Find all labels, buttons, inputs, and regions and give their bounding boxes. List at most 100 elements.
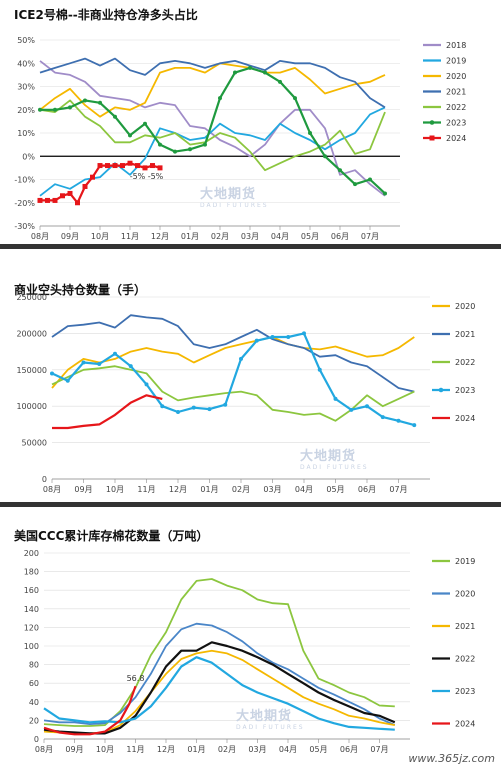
- series-line-2022: [43, 641, 396, 735]
- legend-label-2020: 2020: [455, 302, 475, 311]
- x-tick-label: 04月: [271, 232, 289, 241]
- series-point-2023: [97, 361, 102, 366]
- series-line-2022: [51, 365, 415, 422]
- x-tick-label: 02月: [232, 485, 250, 494]
- legend-label-2024: 2024: [455, 414, 475, 423]
- y-tick-label: 100000: [16, 402, 47, 411]
- legend-label-2020: 2020: [446, 72, 466, 81]
- series-point-2023: [128, 133, 132, 138]
- series-line-2019: [43, 578, 395, 727]
- series-point-2023: [353, 182, 357, 187]
- legend-label-2023: 2023: [455, 386, 475, 395]
- data-label: -5%: [148, 172, 164, 181]
- series-point-2023: [368, 177, 372, 182]
- series-line-2019: [39, 106, 386, 197]
- y-tick-label: -10%: [14, 176, 35, 185]
- series-line-2024: [40, 162, 161, 204]
- legend-marker: [429, 120, 435, 125]
- series-point-2023: [396, 418, 401, 423]
- series-point-2024: [52, 197, 58, 203]
- series-point-2024: [120, 163, 125, 169]
- legend-label-2020: 2020: [455, 590, 475, 599]
- series-point-2023: [98, 100, 102, 105]
- series-point-2023: [270, 335, 275, 340]
- y-tick-label: 0%: [22, 152, 35, 161]
- x-tick-label: 05月: [301, 232, 319, 241]
- series-point-2023: [83, 98, 87, 103]
- y-tick-label: -20%: [14, 199, 35, 208]
- series-line-2023: [43, 656, 395, 731]
- series-point-2024: [127, 160, 133, 166]
- series-point-2023: [412, 423, 417, 428]
- series-point-2023: [223, 402, 228, 407]
- panel-divider: [0, 244, 501, 249]
- series-line-2018: [39, 60, 386, 197]
- y-tick-label: 10%: [17, 129, 35, 138]
- series-point-2024: [75, 200, 80, 206]
- series-line-2020: [51, 336, 415, 389]
- chart-title: ICE2号棉--非商业持仓净多头占比: [14, 8, 198, 22]
- series-point-2024: [105, 163, 110, 169]
- x-tick-label: 10月: [96, 745, 114, 754]
- y-tick-label: 40%: [17, 59, 35, 68]
- x-tick-label: 01月: [187, 745, 205, 754]
- x-tick-label: 07月: [361, 232, 379, 241]
- series-point-2023: [158, 142, 162, 147]
- x-tick-label: 07月: [370, 745, 388, 754]
- series-point-2023: [286, 335, 291, 340]
- series-point-2023: [113, 351, 117, 356]
- series-point-2023: [176, 410, 180, 415]
- series-point-2023: [207, 407, 212, 412]
- series-line-2021: [39, 57, 386, 109]
- watermark: 大地期货 DADI FUTURES: [200, 183, 269, 209]
- series-point-2024: [157, 165, 163, 171]
- series-point-2023: [188, 147, 192, 152]
- y-tick-label: 30%: [17, 83, 35, 92]
- series-point-2023: [50, 371, 54, 376]
- series-point-2023: [128, 364, 133, 369]
- y-tick-label: 0: [34, 735, 39, 744]
- series-point-2023: [248, 65, 252, 70]
- x-tick-label: 06月: [331, 232, 349, 241]
- x-tick-label: 11月: [137, 485, 155, 494]
- chart-panel-ccc-stock: 美国CCC累计库存棉花数量（万吨） 0 20 40 60 80 100 120 140 160 1…: [0, 507, 501, 769]
- y-tick-label: 140: [24, 605, 39, 614]
- series-point-2024: [112, 163, 118, 169]
- x-tick-label: 08月: [31, 232, 49, 241]
- series-point-2024: [45, 197, 50, 203]
- x-tick-label: 09月: [61, 232, 79, 241]
- x-tick-label: 08月: [35, 745, 53, 754]
- series-point-2023: [383, 191, 387, 196]
- watermark-cn: 大地期货: [236, 709, 293, 724]
- series-point-2023: [323, 154, 327, 159]
- series-line-2020: [43, 622, 396, 726]
- watermark-cn: 大地期货: [300, 449, 357, 464]
- series-line-2023: [40, 66, 386, 195]
- y-tick-label: 120: [24, 623, 39, 632]
- series-point-2023: [113, 114, 117, 119]
- series-line-2024: [52, 394, 163, 430]
- series-point-2023: [81, 360, 86, 365]
- watermark: 大地期货 DADI FUTURES: [300, 445, 369, 471]
- series-point-2023: [293, 96, 297, 101]
- series-point-2024: [82, 183, 88, 189]
- legend-label-2022: 2022: [446, 103, 466, 112]
- series-line-2023: [51, 332, 415, 427]
- y-tick-label: 200: [24, 549, 39, 558]
- x-tick-label: 02月: [211, 232, 229, 241]
- y-tick-label: 100: [24, 642, 39, 651]
- y-tick-label: 50%: [17, 36, 35, 45]
- chart-title: 商业空头持仓数量（手）: [14, 283, 147, 297]
- x-tick-label: 02月: [218, 745, 236, 754]
- x-tick-label: 01月: [200, 485, 218, 494]
- watermark-cn: 大地期货: [200, 187, 257, 202]
- legend-label-2023: 2023: [455, 687, 475, 696]
- series-point-2023: [380, 415, 385, 420]
- panel-divider: [0, 502, 501, 507]
- watermark-en: DADI FUTURES: [300, 464, 369, 471]
- series-point-2023: [254, 338, 259, 343]
- y-tick-label: 20%: [17, 106, 35, 115]
- x-tick-label: 11月: [121, 232, 139, 241]
- x-tick-label: 06月: [358, 485, 376, 494]
- chart-title: 美国CCC累计库存棉花数量（万吨）: [14, 529, 209, 543]
